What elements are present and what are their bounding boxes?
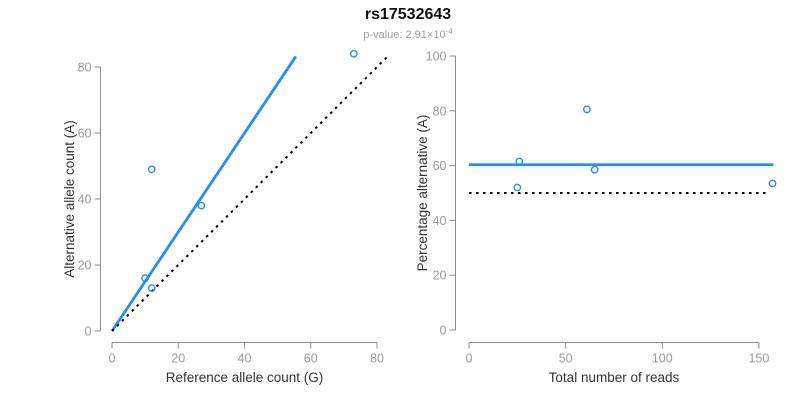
- right-plot-percentage-vs-reads: 0 20 40 60 80 100 0 50 100 150 Total number of rea…: [415, 50, 777, 385]
- data-point: [590, 165, 599, 174]
- x-axis-title: Total number of reads: [549, 370, 680, 385]
- data-point: [147, 284, 156, 292]
- data-point: [349, 49, 358, 58]
- figure-title: rs17532643: [364, 6, 452, 23]
- figure-header: rs17532643 p-value: 2.91×10-4: [8, 6, 800, 42]
- y-tick-label: 60: [78, 127, 92, 141]
- left-plot-allele-counts: 0 20 40 60 80 0 20 40 60 80 Reference allele count…: [62, 49, 389, 385]
- y-tick-label: 0: [440, 324, 447, 338]
- y-tick-label: 100: [426, 50, 447, 64]
- x-tick-label: 20: [171, 352, 185, 366]
- x-axis-title: Reference allele count (G): [166, 370, 324, 385]
- x-tick-label: 150: [749, 352, 770, 366]
- x-tick-label: 100: [652, 352, 673, 366]
- pvalue-exponent: -4: [445, 27, 453, 36]
- regression-fit-line: [110, 55, 298, 332]
- y-tick-label: 0: [85, 325, 92, 339]
- data-point: [513, 183, 522, 192]
- data-point: [515, 157, 524, 166]
- y-tick-label: 80: [433, 104, 447, 118]
- y-tick-label: 80: [78, 61, 92, 75]
- identity-line-y-equals-x: [111, 55, 389, 332]
- y-tick-label: 40: [433, 214, 447, 228]
- x-tick-label: 50: [559, 352, 573, 366]
- y-axis-title: Percentage alternative (A): [415, 115, 430, 272]
- y-tick-label: 20: [78, 259, 92, 273]
- data-point: [197, 201, 206, 210]
- x-tick-label: 80: [370, 352, 384, 366]
- y-tick-label: 20: [433, 269, 447, 283]
- figure-subtitle: p-value: 2.91×10-4: [8, 25, 800, 42]
- y-tick-label: 60: [433, 159, 447, 173]
- y-tick-label: 40: [78, 193, 92, 207]
- data-point: [583, 105, 591, 114]
- x-tick-label: 60: [304, 352, 318, 366]
- y-axis-title: Alternative allele count (A): [62, 120, 77, 278]
- pvalue-label: p-value: 2.91×10: [363, 29, 446, 41]
- x-tick-label: 0: [109, 352, 116, 366]
- data-point: [768, 179, 777, 188]
- x-tick-label: 40: [238, 352, 252, 366]
- data-point: [147, 165, 156, 174]
- x-tick-label: 0: [466, 352, 473, 366]
- data-point: [141, 274, 150, 283]
